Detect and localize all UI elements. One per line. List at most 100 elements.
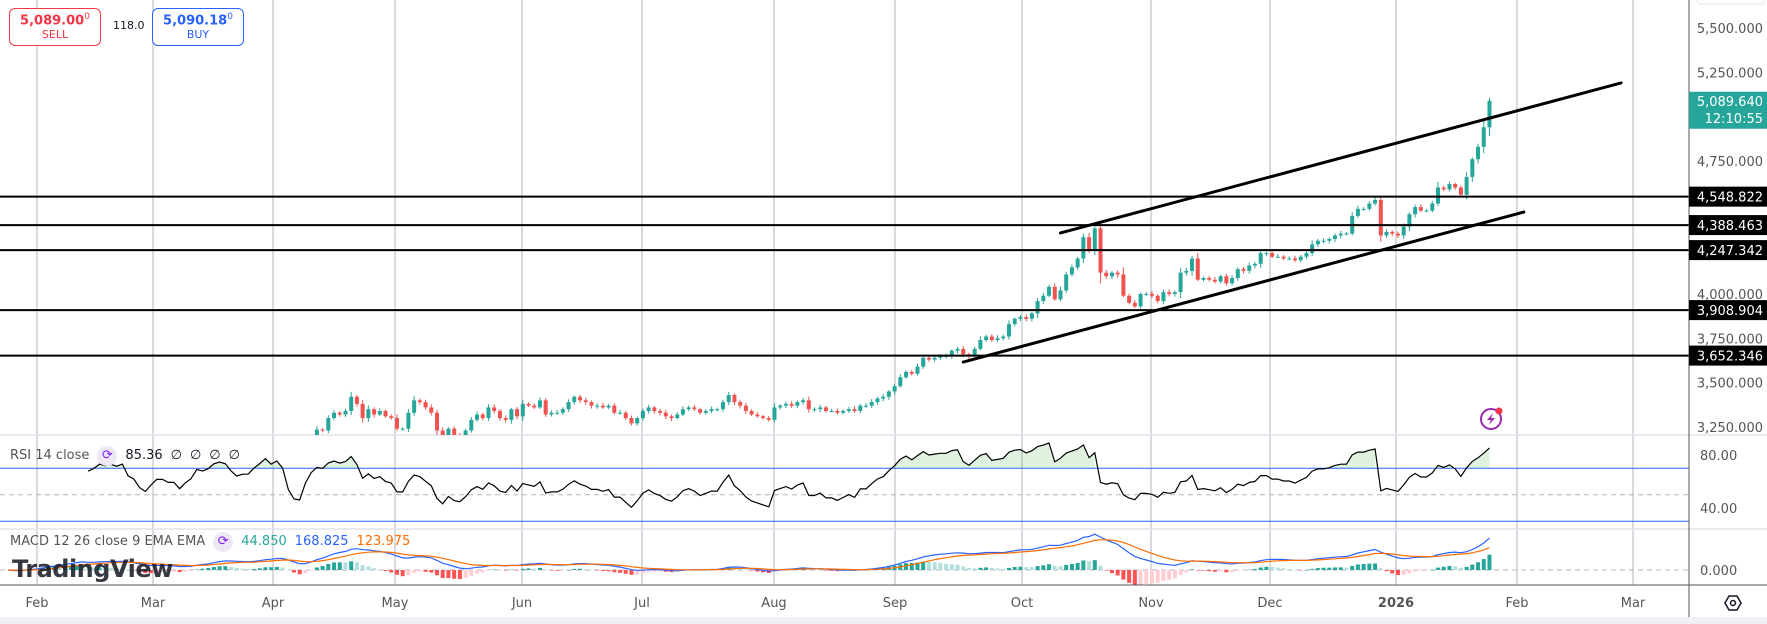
swap-circle-icon[interactable]: ⟳ bbox=[213, 532, 234, 552]
candle-body bbox=[1167, 292, 1172, 294]
macd-histogram-bar bbox=[1075, 562, 1080, 570]
macd-histogram-bar bbox=[583, 569, 588, 570]
macd-histogram-bar bbox=[978, 567, 983, 570]
candle bbox=[864, 403, 868, 409]
macd-histogram-bar bbox=[560, 570, 565, 571]
macd-histogram-bar bbox=[1212, 570, 1217, 572]
macd-histogram-bar bbox=[223, 566, 228, 570]
candle bbox=[520, 399, 525, 422]
candle bbox=[480, 412, 485, 421]
candle-body bbox=[1230, 277, 1235, 284]
candle bbox=[1476, 143, 1481, 164]
macd-histogram-bar bbox=[1172, 570, 1177, 579]
macd-histogram-bar bbox=[394, 570, 399, 575]
sell-button[interactable]: 5,089.000 SELL bbox=[9, 8, 101, 46]
rsi-legend[interactable]: RSI 14 close ⟳ 85.36 ∅ ∅ ∅ ∅ bbox=[10, 446, 240, 466]
candle-body bbox=[429, 407, 434, 413]
macd-histogram-bar bbox=[1150, 570, 1154, 584]
macd-histogram-bar bbox=[1281, 568, 1286, 570]
price-tick: 3,250.000 bbox=[1697, 421, 1763, 436]
macd-histogram-bar bbox=[383, 570, 388, 571]
macd-histogram-bar bbox=[280, 567, 285, 570]
macd-histogram-bar bbox=[320, 566, 325, 570]
macd-histogram-bar bbox=[1155, 570, 1160, 583]
candle-body bbox=[1007, 324, 1011, 337]
candle bbox=[778, 404, 783, 410]
candle-body bbox=[532, 405, 537, 408]
candle bbox=[1373, 196, 1378, 206]
macd-histogram-bar bbox=[1247, 569, 1252, 571]
macd-legend[interactable]: MACD 12 26 close 9 EMA EMA ⟳ 44.850 168.… bbox=[10, 532, 410, 552]
macd-histogram-bar bbox=[566, 569, 571, 571]
candle bbox=[195, 472, 199, 486]
candle-body bbox=[349, 396, 354, 411]
candle-body bbox=[394, 418, 399, 429]
candle bbox=[435, 409, 439, 435]
macd-histogram-bar bbox=[640, 570, 645, 574]
macd-histogram-bar bbox=[229, 566, 234, 570]
buy-button[interactable]: 5,090.180 BUY bbox=[152, 8, 244, 46]
macd-histogram-bar bbox=[966, 567, 971, 570]
macd-histogram-bar bbox=[972, 568, 977, 570]
candle-body bbox=[469, 419, 474, 431]
trendline bbox=[961, 210, 1526, 364]
macd-histogram-bar bbox=[309, 570, 314, 571]
buy-price-fraction: 0 bbox=[227, 12, 233, 22]
candle-body bbox=[1104, 272, 1109, 277]
candle bbox=[486, 404, 491, 421]
candle-body bbox=[1401, 226, 1406, 236]
candle bbox=[360, 400, 365, 423]
macd-histogram-bar bbox=[1476, 562, 1481, 570]
candle bbox=[915, 363, 920, 376]
macd-histogram-bar bbox=[257, 568, 262, 570]
candle bbox=[459, 433, 461, 435]
candle bbox=[354, 394, 359, 407]
price-tick: 3,500.000 bbox=[1697, 377, 1763, 392]
candle-body bbox=[155, 485, 159, 490]
candle bbox=[46, 492, 50, 502]
candle bbox=[755, 411, 760, 418]
candle-body bbox=[738, 402, 743, 406]
candle-body bbox=[1384, 231, 1389, 236]
macd-histogram-bar bbox=[332, 562, 337, 570]
candle-body bbox=[195, 473, 199, 483]
macd-histogram-bar bbox=[377, 569, 382, 570]
candle bbox=[149, 489, 153, 499]
candle-body bbox=[354, 396, 359, 404]
hexagon-gear-icon[interactable] bbox=[1724, 595, 1742, 611]
candle bbox=[1418, 204, 1423, 213]
macd-histogram-bar bbox=[497, 569, 502, 571]
macd-histogram-bar bbox=[103, 567, 108, 570]
candle bbox=[595, 403, 600, 409]
candle-body bbox=[669, 416, 674, 419]
candle-body bbox=[795, 402, 800, 406]
candle bbox=[452, 426, 457, 435]
lightning-icon[interactable] bbox=[1480, 407, 1503, 430]
candle bbox=[743, 402, 748, 415]
buy-price: 5,090.18 bbox=[163, 13, 228, 29]
candle bbox=[1275, 254, 1280, 259]
macd-histogram-bar bbox=[1190, 569, 1195, 570]
candle-body bbox=[343, 410, 348, 415]
candle-body bbox=[463, 430, 468, 435]
macd-histogram-bar bbox=[1287, 568, 1292, 570]
candle bbox=[1447, 181, 1452, 192]
macd-histogram-bar bbox=[1447, 565, 1452, 570]
macd-histogram-bar bbox=[446, 570, 451, 579]
macd-histogram-bar bbox=[738, 568, 743, 570]
candle-body bbox=[286, 451, 290, 465]
macd-histogram-bar bbox=[475, 570, 480, 574]
macd-histogram-bar bbox=[389, 570, 394, 573]
candle bbox=[469, 416, 474, 433]
swap-circle-icon[interactable]: ⟳ bbox=[97, 446, 118, 466]
candle-body bbox=[292, 465, 296, 474]
candle-body bbox=[372, 409, 377, 415]
candle bbox=[446, 427, 451, 435]
macd-histogram-bar bbox=[1436, 567, 1440, 570]
macd-histogram-bar bbox=[1195, 570, 1200, 571]
candle bbox=[1041, 292, 1046, 305]
macd-histogram-bar bbox=[1087, 561, 1092, 570]
candle-body bbox=[383, 410, 388, 417]
macd-histogram-bar bbox=[646, 570, 651, 573]
